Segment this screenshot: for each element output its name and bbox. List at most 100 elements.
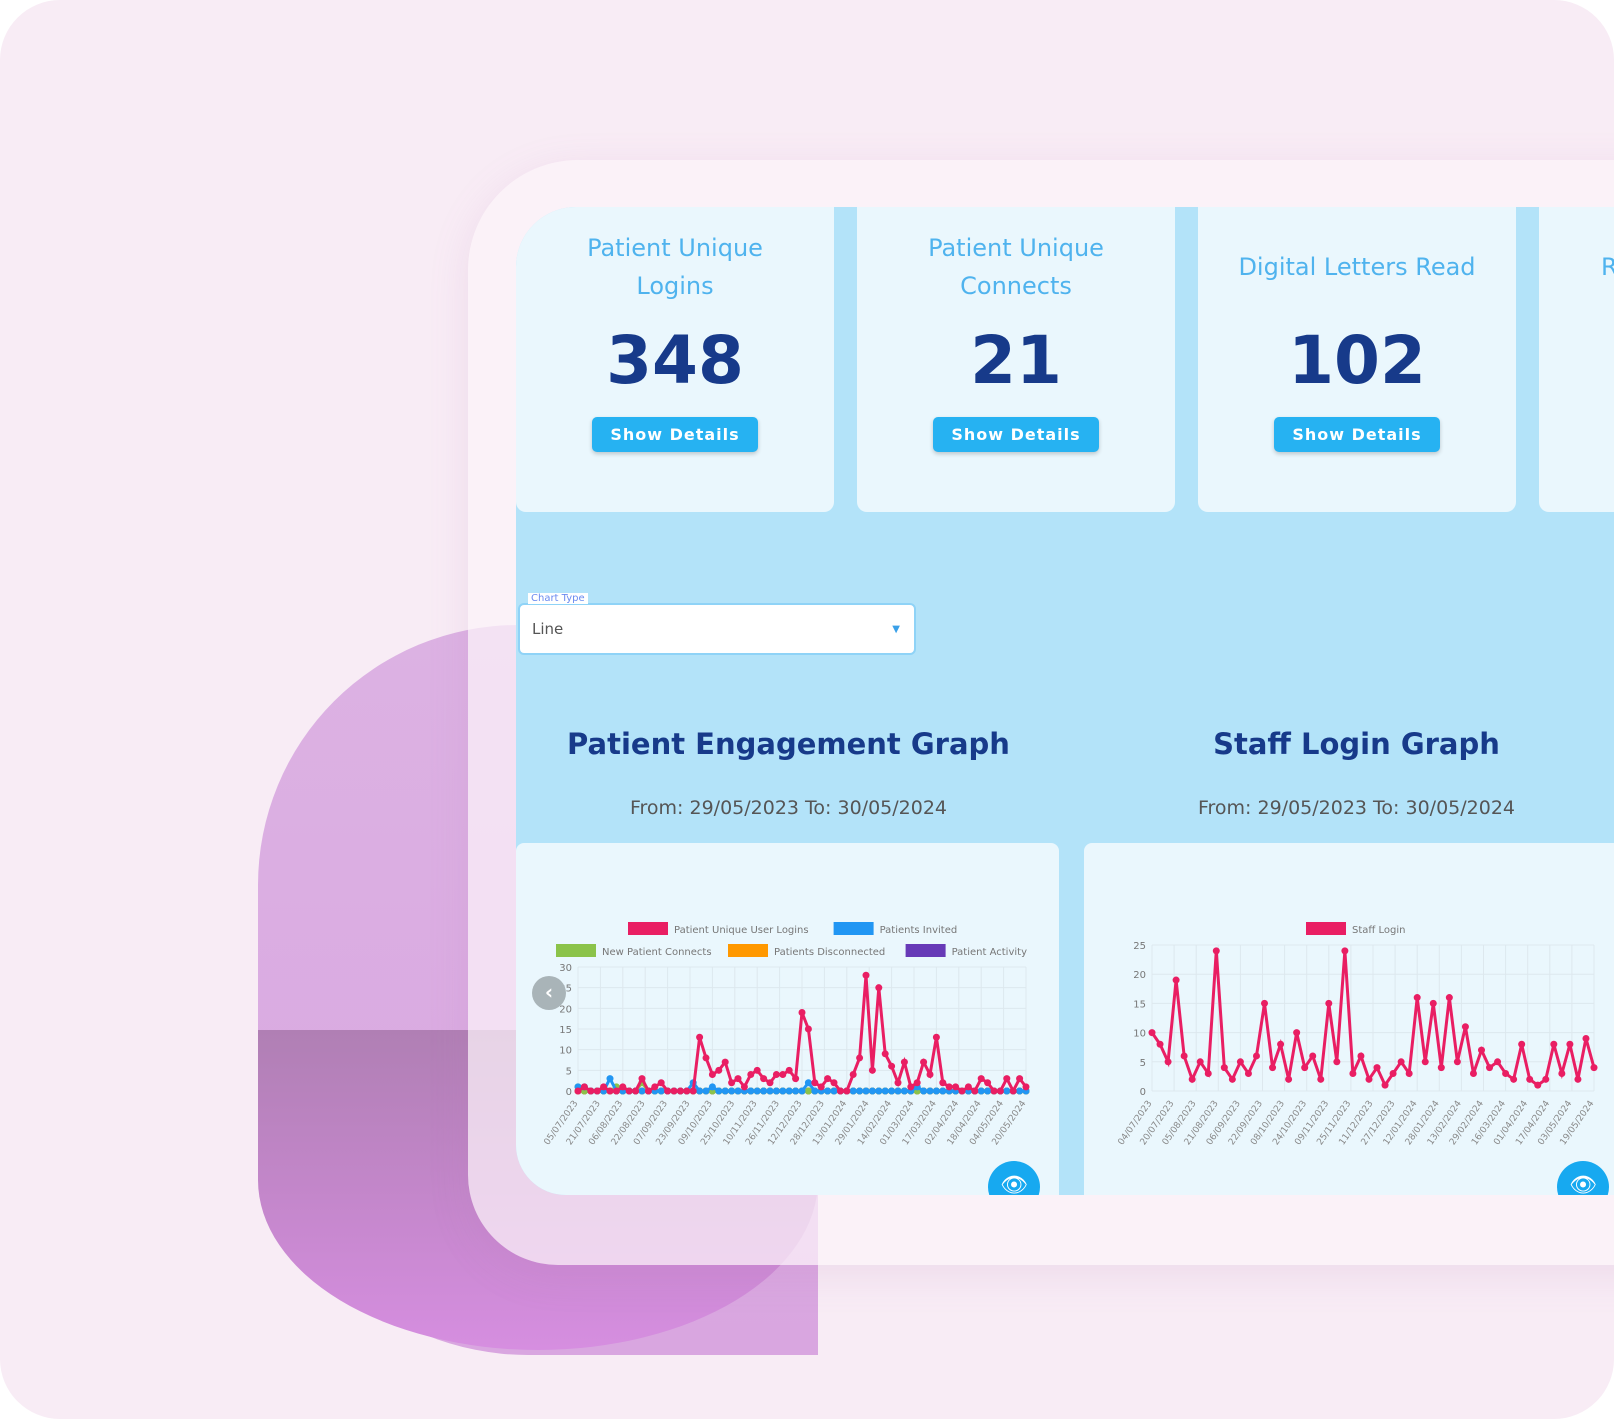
data-point: [606, 1087, 614, 1095]
data-point: [900, 1058, 908, 1066]
data-point: [1317, 1075, 1325, 1083]
data-point: [689, 1087, 697, 1095]
card-digital-letters-read: Digital Letters Read 102 Show Details: [1198, 207, 1516, 512]
data-point: [721, 1087, 729, 1095]
y-tick-label: 30: [559, 963, 572, 974]
data-point: [740, 1083, 748, 1091]
data-point: [1301, 1064, 1309, 1072]
data-point: [638, 1087, 646, 1095]
data-point: [830, 1079, 838, 1087]
patient-engagement-chart: Patient Unique User Logins Patients Invit…: [543, 922, 1030, 1147]
data-point: [977, 1075, 985, 1083]
data-point: [804, 1087, 812, 1095]
data-point: [1566, 1040, 1574, 1048]
data-point: [715, 1066, 723, 1074]
data-point: [875, 984, 883, 992]
graph-date-range: From: 29/05/2023 To: 30/05/2024: [1197, 797, 1516, 819]
y-tick-label: 5: [566, 1066, 572, 1077]
data-point: [888, 1062, 896, 1070]
card-partial: R: [1539, 207, 1614, 512]
data-point: [868, 1087, 876, 1095]
y-tick-label: 25: [1133, 941, 1146, 952]
data-point: [683, 1087, 691, 1095]
data-point: [772, 1070, 780, 1078]
data-point: [1293, 1029, 1301, 1037]
data-point: [1016, 1075, 1024, 1083]
data-point: [638, 1075, 646, 1083]
data-point: [798, 1087, 806, 1095]
y-tick-label: 10: [559, 1046, 572, 1057]
data-point: [632, 1087, 640, 1095]
card-value: 348: [606, 322, 744, 399]
data-point: [651, 1083, 659, 1091]
data-point: [804, 1079, 812, 1087]
data-point: [1518, 1040, 1526, 1048]
y-tick-label: 10: [1133, 1029, 1146, 1040]
data-point: [1453, 1058, 1461, 1066]
data-point: [926, 1070, 934, 1078]
data-point: [888, 1087, 896, 1095]
staff-login-panel: Staff Login 0 5 10 15 20 25 04/07/2023 20/07/202…: [1084, 843, 1614, 1195]
data-point: [1421, 1058, 1429, 1066]
data-point: [862, 1087, 870, 1095]
data-point: [996, 1087, 1004, 1095]
data-point: [1590, 1064, 1598, 1072]
data-point: [676, 1087, 684, 1095]
data-point: [657, 1079, 665, 1087]
data-point: [984, 1087, 992, 1095]
data-point: [1022, 1083, 1030, 1091]
data-point: [811, 1087, 819, 1095]
data-point: [913, 1079, 921, 1087]
data-point: [734, 1075, 742, 1083]
data-point: [952, 1083, 960, 1091]
data-point: [728, 1087, 736, 1095]
card-patient-unique-connects: Patient Unique Connects 21 Show Details: [857, 207, 1175, 512]
data-point: [670, 1087, 678, 1095]
data-point: [1309, 1052, 1317, 1060]
legend-swatch: [728, 944, 768, 957]
data-point: [1397, 1058, 1405, 1066]
staff-login-chart: Staff Login051015202504/07/202320/07/202…: [1117, 922, 1598, 1147]
chevron-left-icon[interactable]: ‹: [532, 976, 566, 1010]
data-point: [1381, 1081, 1389, 1089]
eye-icon[interactable]: 👁: [1557, 1161, 1609, 1195]
data-point: [772, 1087, 780, 1095]
data-point: [644, 1087, 652, 1095]
data-point: [1373, 1064, 1381, 1072]
eye-icon[interactable]: 👁: [988, 1161, 1040, 1195]
data-point: [1558, 1069, 1566, 1077]
data-point: [1494, 1058, 1502, 1066]
data-point: [849, 1087, 857, 1095]
data-point: [792, 1087, 800, 1095]
data-point: [932, 1087, 940, 1095]
chart-type-label: Chart Type: [528, 593, 588, 604]
card-value: 102: [1288, 322, 1426, 399]
patient-engagement-panel: Patient Unique User Logins Patients Invit…: [516, 843, 1059, 1195]
chart-type-select[interactable]: Chart Type Line ▼: [518, 593, 916, 655]
data-point: [753, 1066, 761, 1074]
data-point: [894, 1087, 902, 1095]
card-title: Patient Unique Connects: [928, 234, 1104, 300]
show-details-button[interactable]: Show Details: [592, 417, 758, 452]
data-point: [811, 1079, 819, 1087]
data-point: [1212, 947, 1220, 955]
data-point: [856, 1054, 864, 1062]
data-point: [881, 1087, 889, 1095]
data-point: [1204, 1069, 1212, 1077]
data-point: [1148, 1029, 1156, 1037]
show-details-button[interactable]: Show Details: [1274, 417, 1440, 452]
data-point: [1220, 1064, 1228, 1072]
y-tick-label: 20: [559, 1004, 572, 1015]
data-point: [894, 1079, 902, 1087]
data-point: [1510, 1075, 1518, 1083]
data-point: [1172, 976, 1180, 984]
data-point: [702, 1087, 710, 1095]
graph-date-range: From: 29/05/2023 To: 30/05/2024: [629, 797, 948, 819]
data-point: [696, 1033, 704, 1041]
dashboard-screen: Patient Unique Logins 348 Show Details P…: [516, 207, 1614, 1195]
data-point: [1164, 1058, 1172, 1066]
data-point: [728, 1079, 736, 1087]
show-details-button[interactable]: Show Details: [933, 417, 1099, 452]
data-point: [1574, 1075, 1582, 1083]
data-point: [862, 971, 870, 979]
